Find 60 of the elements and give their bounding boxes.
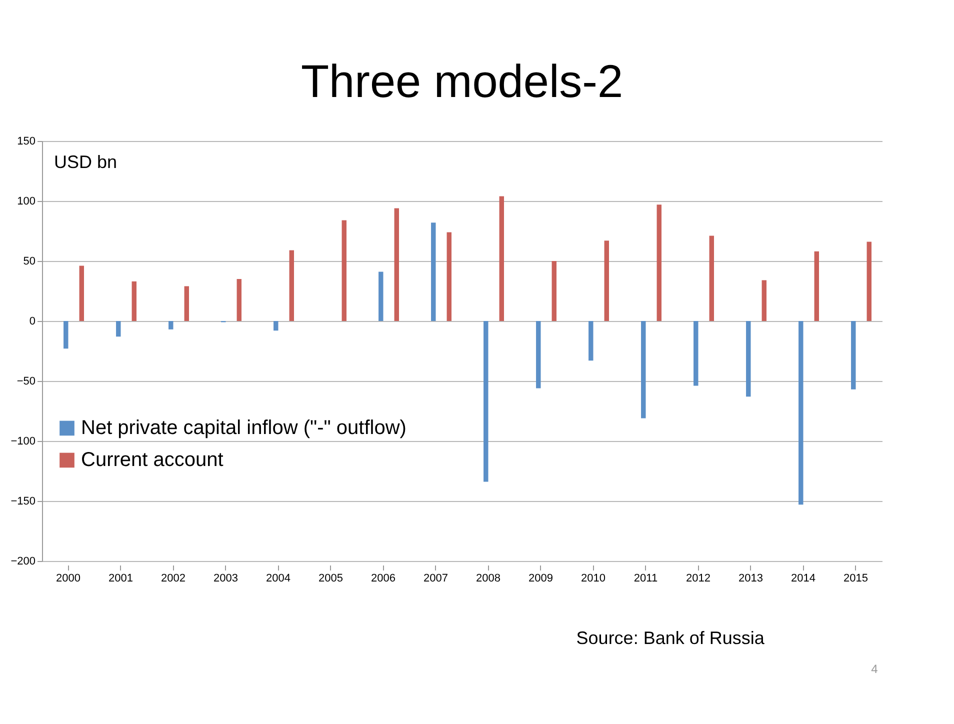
x-tick-label: 2012 [686, 572, 710, 584]
y-tick-label: −100 [10, 436, 36, 448]
y-tick-label: −50 [16, 376, 36, 388]
bar [236, 279, 242, 321]
bar [274, 321, 278, 331]
bar [499, 196, 504, 321]
y-tick-label: −150 [10, 496, 36, 508]
legend-label: Net private capital inflow ("-" outflow) [81, 417, 406, 440]
x-tick-label: 2003 [214, 572, 238, 584]
text: 4 [871, 662, 878, 676]
x-tick-label: 2005 [318, 572, 343, 584]
x-tick-label: 2014 [791, 572, 816, 584]
x-tick-label: 2008 [476, 572, 500, 584]
x-tick-label: 2000 [56, 572, 80, 584]
bar [132, 281, 136, 321]
source-note: Source: Bank of Russia [576, 628, 766, 648]
x-tick-label: 2010 [581, 572, 606, 584]
bar [746, 321, 751, 397]
y-tick-label: 150 [17, 136, 36, 148]
bar [709, 236, 714, 321]
bar [536, 321, 541, 388]
bar [289, 250, 294, 321]
chart-title: Three models-2 [300, 55, 624, 107]
x-tick-label: 2013 [738, 572, 763, 584]
bar [552, 261, 556, 321]
x-tick-label: 2001 [108, 572, 133, 584]
bar [79, 266, 84, 321]
bar [184, 286, 189, 321]
bar [64, 321, 68, 349]
bar [851, 321, 856, 390]
annotation: USD bn [54, 152, 118, 172]
bar [446, 232, 452, 321]
x-tick-label: 2006 [371, 572, 396, 584]
bar [394, 208, 399, 321]
bar [431, 222, 436, 321]
x-tick-label: 2004 [266, 572, 290, 584]
y-tick-label: 0 [29, 316, 36, 328]
bar [866, 242, 872, 321]
x-tick-label: 2009 [528, 572, 553, 584]
bar [116, 321, 121, 337]
x-tick-label: 2011 [634, 572, 658, 584]
x-tick-label: 2007 [424, 572, 448, 584]
y-tick-label: 100 [17, 196, 36, 208]
y-tick-label: −200 [10, 556, 36, 568]
legend-label: Current account [81, 449, 224, 472]
bar [694, 321, 698, 386]
bar [342, 220, 346, 321]
bar [604, 240, 609, 321]
x-tick-label: 2015 [844, 572, 868, 584]
bar [378, 272, 384, 321]
x-tick-label: 2002 [161, 572, 186, 584]
y-tick-label: 50 [23, 256, 36, 268]
bar [168, 321, 174, 330]
bar [484, 321, 488, 482]
bar [814, 251, 819, 321]
bar [762, 280, 766, 321]
bar [641, 321, 646, 418]
bar [656, 204, 662, 321]
bar [798, 321, 804, 505]
bar [588, 321, 594, 361]
